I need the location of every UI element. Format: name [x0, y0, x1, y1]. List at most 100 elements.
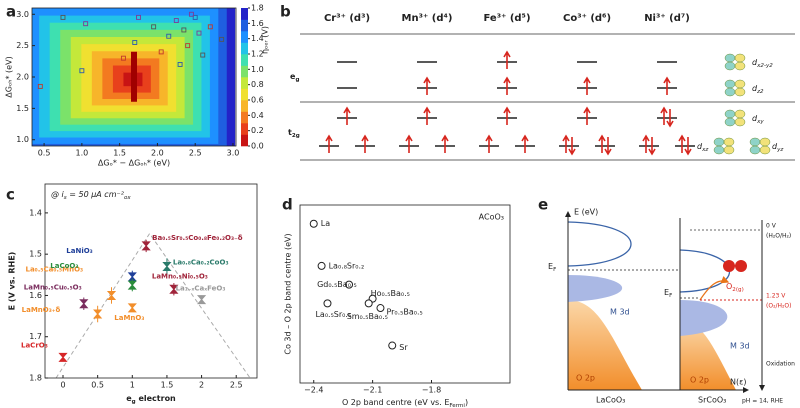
electrons	[503, 50, 511, 69]
m3d-filled	[680, 300, 728, 336]
point	[388, 341, 397, 350]
colorbar-cell	[241, 8, 248, 20]
point-label: LaMnO₃	[114, 314, 144, 322]
point	[106, 290, 117, 300]
plot-frame	[44, 183, 258, 379]
y-tick-label: 1.5	[16, 104, 29, 113]
point	[181, 27, 187, 33]
x-tick-label: 1.5	[113, 149, 126, 158]
orbital-lobe	[734, 53, 746, 63]
colorbar-tick-label: 1.0	[251, 65, 264, 74]
orbital-lobe	[724, 53, 736, 63]
colorbar-tick-label: 0.0	[251, 142, 264, 151]
orbital-label: dxz	[697, 142, 709, 153]
annotation-part: ox	[124, 195, 131, 201]
point	[323, 299, 332, 308]
point	[207, 24, 213, 30]
orbital-label-part: d	[772, 142, 778, 151]
point	[309, 219, 318, 228]
band-label: O 2p	[576, 374, 595, 383]
annotation-part: @ i	[51, 190, 65, 199]
point	[169, 284, 179, 294]
x-tick-label: −1.8	[422, 386, 441, 395]
point-label: Sm₀.₅Ba₀.₅	[347, 312, 388, 321]
orbital-lobe	[734, 79, 746, 89]
orbital-icon	[724, 53, 746, 71]
orbital-label-part: d	[752, 84, 758, 93]
electron-arrow	[441, 134, 449, 153]
reference-label: pH = 14, RHE	[742, 398, 783, 405]
electron-arrow	[343, 106, 351, 125]
point-label: Ba₀.₅Sr₀.₅Co₀.₈Fe₀.₂O₃₋δ	[152, 234, 243, 242]
y-axis-label: Co 3d – O 2p band centre (eV)	[284, 233, 293, 354]
band-diagram	[565, 211, 765, 393]
point	[196, 30, 202, 36]
x-axis-label-part: Fermi	[449, 403, 465, 408]
x-axis-label: O 2p band centre (eV vs. EFermi)	[342, 398, 468, 408]
orbital-lobe	[724, 79, 736, 89]
point	[219, 36, 225, 42]
orbital-lobe	[723, 145, 735, 155]
electron-arrow	[325, 134, 333, 153]
point	[60, 14, 66, 20]
electron-arrow	[568, 137, 576, 156]
orbital-lobe	[723, 137, 735, 147]
electrons	[405, 134, 413, 153]
ion-header: Ni³⁺ (d⁷)	[644, 13, 690, 24]
point-label: La₀.₅Ca₀.₅MnO₃	[26, 265, 84, 273]
electron-arrow	[583, 76, 591, 95]
couple-label: (O₂/H₂O)	[766, 303, 791, 310]
m3d-empty	[567, 221, 632, 267]
electrons	[583, 106, 591, 125]
electron-arrow	[663, 76, 671, 95]
point-label: La₀.₅Sr₀.₅	[315, 310, 351, 319]
oxygen-atom	[723, 260, 735, 272]
orbital-lobe	[734, 117, 746, 127]
x-tick-label: 2.0	[151, 149, 164, 158]
electron-arrow	[503, 50, 511, 69]
y-tick-label: 1.5	[29, 250, 42, 259]
band-label: M 3d	[610, 308, 630, 317]
orbital-lobe	[734, 109, 746, 119]
point-label: LaNiO₃	[66, 247, 92, 255]
molecule-label-part: O	[726, 282, 732, 291]
orbital-icon	[724, 109, 746, 127]
x-tick-label: −2.1	[363, 386, 382, 395]
axis-label: E (eV)	[574, 208, 598, 217]
point	[132, 40, 138, 45]
orbital-label: dx2-y2	[752, 58, 773, 69]
orbital-label-part: d	[697, 142, 703, 151]
x-tick-label: 1	[130, 381, 135, 390]
point	[166, 33, 172, 39]
orbital-lobe	[759, 145, 771, 155]
annotation: ACoO₃	[479, 213, 504, 222]
couple-label: (H₂O/H₂)	[766, 233, 791, 240]
colorbar-tick-label: 0.4	[251, 111, 264, 120]
orbital-lobe	[724, 61, 736, 71]
x-axis-label-part: electron	[136, 394, 176, 403]
electron-arrow	[583, 106, 591, 125]
y-tick-label: 1.4	[29, 208, 42, 217]
x-tick-label: 0	[60, 381, 65, 390]
fermi-label-part: F	[669, 293, 672, 299]
band-label: O 2p	[690, 376, 709, 385]
point-label: LaMn₀.₅Ni₀.₅O₃	[152, 272, 208, 280]
point	[58, 352, 68, 362]
point	[127, 280, 137, 290]
point-label: LaCoO₃	[50, 262, 78, 270]
electrons	[485, 134, 493, 153]
band-label: M 3d	[730, 342, 750, 351]
point	[173, 18, 179, 23]
ion-header: Fe³⁺ (d⁵)	[483, 13, 530, 24]
colorbar-cell	[241, 123, 248, 135]
electrons	[441, 134, 449, 153]
orbital-lobe	[713, 145, 725, 155]
electron-arrow	[666, 109, 674, 128]
panel-label: a	[6, 3, 16, 21]
electron-arrow	[423, 76, 431, 95]
x-axis-label-part: O 2p band centre (eV vs. E	[342, 398, 449, 407]
orbital-label: dz2	[752, 84, 764, 95]
point	[188, 11, 194, 17]
point	[136, 14, 141, 20]
colorbar-cell	[241, 65, 248, 78]
